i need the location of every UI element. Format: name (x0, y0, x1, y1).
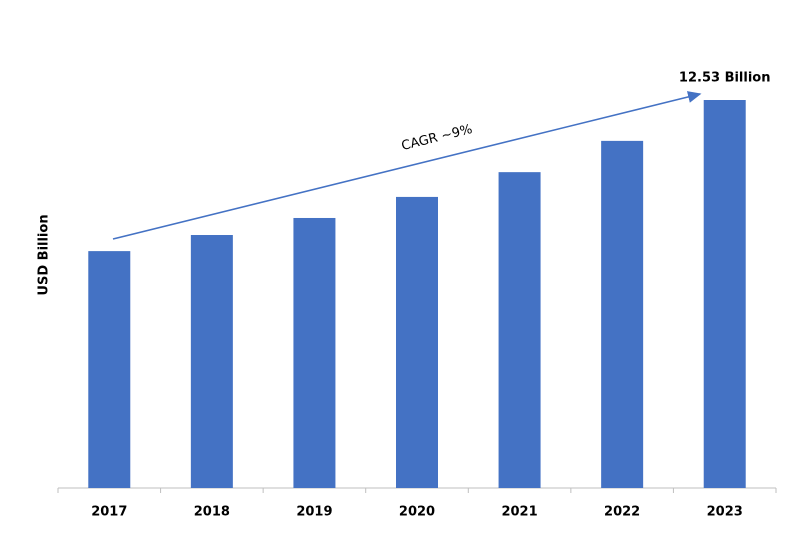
y-axis-label: USD Billion (37, 214, 52, 295)
bar (190, 235, 233, 488)
cagr-arrow (112, 91, 702, 240)
bar (498, 172, 541, 489)
bar (601, 140, 644, 488)
bar (88, 251, 131, 488)
x-tick-label: 2021 (501, 505, 537, 520)
x-tick-label: 2022 (604, 505, 640, 520)
x-tick-label: 2018 (194, 505, 230, 520)
x-tick-label: 2023 (707, 505, 743, 520)
x-tick-label: 2019 (296, 505, 332, 520)
x-tick-label: 2017 (91, 505, 127, 520)
value-label: 12.53 Billion (679, 71, 771, 86)
bar (703, 100, 746, 488)
cagr-annotation: CAGR ~9% (400, 122, 474, 154)
bar (293, 217, 336, 488)
x-tick-label: 2020 (399, 505, 435, 520)
bar (396, 196, 438, 488)
